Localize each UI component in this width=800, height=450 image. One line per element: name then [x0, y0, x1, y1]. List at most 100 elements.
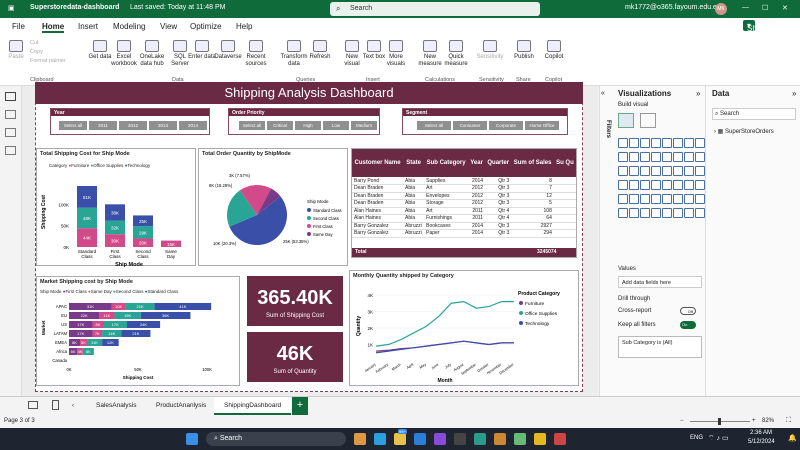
- powerbi-icon[interactable]: [534, 433, 546, 445]
- visual-type-icon[interactable]: [695, 138, 705, 148]
- values-drop-zone[interactable]: Add data fields here: [618, 276, 702, 288]
- menu-optimize[interactable]: Optimize: [190, 22, 222, 31]
- fit-page-icon[interactable]: ⛶: [786, 417, 791, 424]
- visual-type-icon[interactable]: [673, 138, 683, 148]
- table-row[interactable]: Alan Haines Abia Art 2011 Qtr 4 108: [352, 207, 576, 215]
- vs-icon[interactable]: [434, 433, 446, 445]
- model-view-icon[interactable]: [5, 128, 16, 137]
- slicer-chip[interactable]: Corporate: [489, 121, 523, 130]
- copilot-button[interactable]: Copilot: [540, 40, 568, 61]
- visual-type-icon[interactable]: [640, 194, 650, 204]
- visual-type-icon[interactable]: [618, 208, 628, 218]
- visual-type-icon[interactable]: [618, 166, 628, 176]
- visual-type-icon[interactable]: [640, 180, 650, 190]
- more-visuals-button[interactable]: More visuals: [382, 40, 410, 68]
- slicer-chip[interactable]: 2014: [179, 121, 207, 130]
- slicer-chip[interactable]: 2011: [89, 121, 117, 130]
- telegram-icon[interactable]: [374, 433, 386, 445]
- visual-type-icon[interactable]: [618, 180, 628, 190]
- vscode-icon[interactable]: [414, 433, 426, 445]
- filter-card[interactable]: Sub Category is (All): [618, 336, 702, 358]
- visual-type-icon[interactable]: [662, 208, 672, 218]
- table-node[interactable]: › ▦ SuperStoreOrders: [714, 129, 774, 135]
- visual-type-icon[interactable]: [673, 166, 683, 176]
- visual-type-icon[interactable]: [640, 208, 650, 218]
- sql-server-button[interactable]: SQL Server: [166, 40, 194, 68]
- column-header[interactable]: Sum of Sales: [511, 149, 554, 177]
- notifications-icon[interactable]: 🔔: [788, 435, 797, 442]
- visual-type-icon[interactable]: [651, 180, 661, 190]
- kpi-shipping-cost[interactable]: 365.40K Sum of Shipping Cost: [247, 276, 343, 326]
- visual-type-icon[interactable]: [640, 166, 650, 176]
- page-view-icon[interactable]: [28, 401, 38, 409]
- column-header[interactable]: Quarter: [485, 149, 512, 177]
- column-header[interactable]: Customer Name: [352, 149, 404, 177]
- visual-type-icon[interactable]: [618, 194, 628, 204]
- slicer-chip[interactable]: High: [295, 121, 321, 130]
- transform-data-button[interactable]: Transform data: [280, 40, 308, 68]
- mobile-view-icon[interactable]: [52, 400, 59, 410]
- slicer-chip[interactable]: 2013: [149, 121, 177, 130]
- sensitivity-button[interactable]: Sensitivity: [476, 40, 504, 61]
- copy-button[interactable]: Copy: [30, 49, 43, 55]
- slicer-chip[interactable]: Medium: [351, 121, 377, 130]
- slicer-chip[interactable]: Select all: [239, 121, 265, 130]
- excel-workbook-button[interactable]: Excel workbook: [110, 40, 138, 68]
- visual-type-icon[interactable]: [684, 138, 694, 148]
- slicer-chip[interactable]: Low: [323, 121, 349, 130]
- wifi-icon[interactable]: ⌔ ♪ ▭: [708, 435, 729, 442]
- table-row[interactable]: Dean Braden Abia Envelopes 2012 Qtr 3 12: [352, 192, 576, 200]
- visual-type-icon[interactable]: [684, 180, 694, 190]
- slicer-chip[interactable]: Home Office: [525, 121, 559, 130]
- visual-type-icon[interactable]: [695, 208, 705, 218]
- format-painter-button[interactable]: Format painter: [30, 58, 66, 64]
- order-quantity-pie[interactable]: Total Order Quantity by ShipMode 3K (7.5…: [198, 148, 348, 266]
- tab-salesanalysis[interactable]: SalesAnalysis: [96, 402, 137, 409]
- zoom-slider[interactable]: [690, 418, 750, 425]
- visual-type-icon[interactable]: [684, 194, 694, 204]
- avatar[interactable]: MK: [715, 3, 727, 15]
- whatsapp-icon[interactable]: [514, 433, 526, 445]
- chrome-icon[interactable]: [354, 433, 366, 445]
- market-shipping-chart[interactable]: Market Shipping cost by Ship Mode Ship M…: [36, 276, 240, 386]
- zoom-out-icon[interactable]: −: [680, 418, 684, 424]
- visual-type-icon[interactable]: [618, 152, 628, 162]
- menu-view[interactable]: View: [160, 22, 178, 31]
- visual-type-icon[interactable]: [651, 194, 661, 204]
- kpi-quantity[interactable]: 46K Sum of Quantity: [247, 332, 343, 382]
- visual-type-icon[interactable]: [629, 194, 639, 204]
- visual-type-icon[interactable]: [684, 208, 694, 218]
- visual-type-icon[interactable]: [629, 166, 639, 176]
- close-icon[interactable]: ✕: [782, 5, 788, 12]
- visual-type-icon[interactable]: [695, 194, 705, 204]
- new-visual-button[interactable]: New visual: [338, 40, 366, 68]
- visual-type-icon[interactable]: [673, 208, 683, 218]
- get-data-button[interactable]: Get data: [86, 40, 114, 61]
- terminal-icon[interactable]: [454, 433, 466, 445]
- visual-type-icon[interactable]: [618, 138, 628, 148]
- visual-type-icon[interactable]: [651, 138, 661, 148]
- visual-type-icon[interactable]: [673, 152, 683, 162]
- start-icon[interactable]: [186, 433, 198, 445]
- shipping-cost-chart[interactable]: Total Shipping Cost for Ship Mode Catego…: [36, 148, 196, 267]
- table-view-icon[interactable]: [5, 110, 16, 119]
- zoom-in-icon[interactable]: +: [752, 418, 756, 424]
- new-measure-button[interactable]: New measure: [416, 40, 444, 68]
- visual-type-icon[interactable]: [662, 166, 672, 176]
- slicer-chip[interactable]: 2012: [119, 121, 147, 130]
- keep-filters-toggle[interactable]: On: [680, 321, 696, 329]
- visual-type-icon[interactable]: [651, 166, 661, 176]
- visual-type-icon[interactable]: [651, 152, 661, 162]
- app-icon[interactable]: [554, 433, 566, 445]
- files-icon[interactable]: [394, 433, 406, 445]
- column-header[interactable]: State: [403, 149, 425, 177]
- tab-productanalysis[interactable]: ProductAnanlysis: [156, 402, 207, 409]
- slicer-chip[interactable]: Critical: [267, 121, 293, 130]
- visual-type-icon[interactable]: [629, 152, 639, 162]
- recent-sources-button[interactable]: Recent sources: [242, 40, 270, 68]
- dax-view-icon[interactable]: [5, 146, 16, 155]
- filters-pane-collapsed[interactable]: « Filters: [601, 90, 612, 139]
